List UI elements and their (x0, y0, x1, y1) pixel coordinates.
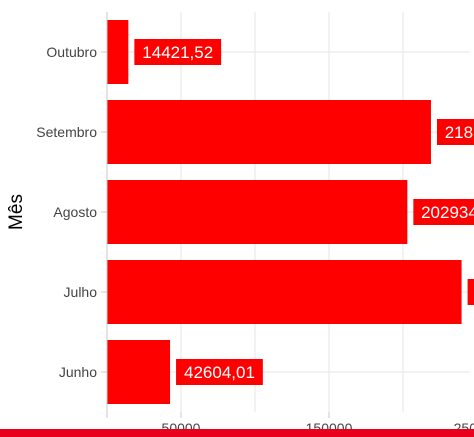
data-label-box (413, 199, 474, 225)
y-axis-title: Mês (6, 194, 27, 230)
bar-outubro (107, 20, 129, 84)
y-tick-label-junho: Junho (59, 364, 97, 380)
bottom-accent-bar (0, 429, 474, 437)
data-label-box (176, 359, 263, 385)
bar-agosto (107, 180, 408, 244)
bar-julho (107, 260, 462, 324)
data-label-outubro: 14421,52 (142, 43, 213, 62)
y-tick-label-setembro: Setembro (36, 124, 97, 140)
bar-setembro (107, 100, 431, 164)
y-axis-ticks: Outubro Setembro Agosto Julho Junho (36, 44, 107, 380)
data-label-box (134, 39, 222, 65)
bars (107, 20, 462, 404)
y-tick-label-outubro: Outubro (46, 44, 97, 60)
y-tick-label-julho: Julho (64, 284, 98, 300)
data-label-box (436, 119, 474, 145)
y-tick-label-agosto: Agosto (53, 204, 97, 220)
bar-junho (107, 340, 171, 404)
data-label-agosto: 202934,89 (421, 203, 474, 222)
data-labels: 14421,52218898,36202934,89239582,4442604… (134, 39, 474, 385)
data-label-setembro: 218898,36 (445, 123, 474, 142)
data-label-junho: 42604,01 (184, 363, 255, 382)
data-label-box (467, 279, 474, 305)
